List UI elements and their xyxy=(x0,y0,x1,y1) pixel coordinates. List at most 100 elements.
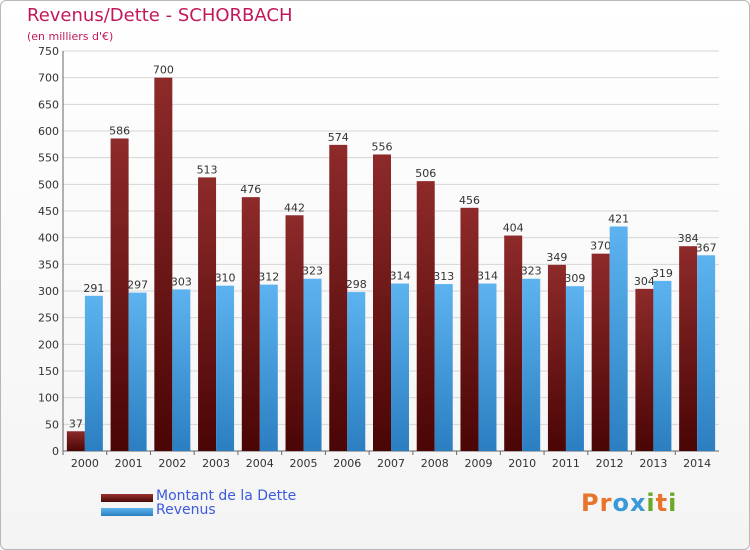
data-label-revenus: 421 xyxy=(608,212,629,225)
y-tick-label: 350 xyxy=(38,258,59,271)
legend-swatch-revenus xyxy=(101,508,153,516)
data-label-dette: 506 xyxy=(415,167,436,180)
y-tick-label: 700 xyxy=(38,72,59,85)
y-tick-label: 600 xyxy=(38,125,59,138)
bar-revenus xyxy=(84,295,103,451)
data-label-dette: 513 xyxy=(197,163,218,176)
bar-dette xyxy=(285,215,304,451)
y-tick-label: 150 xyxy=(38,365,59,378)
data-label-dette: 442 xyxy=(284,201,305,214)
data-label-revenus: 298 xyxy=(346,278,367,291)
x-tick-label: 2000 xyxy=(71,457,99,470)
data-label-dette: 304 xyxy=(634,275,655,288)
y-tick-label: 400 xyxy=(38,232,59,245)
logo-letter: P xyxy=(581,489,600,517)
chart-subtitle: (en milliers d'€) xyxy=(27,30,114,43)
data-label-dette: 574 xyxy=(328,131,349,144)
y-tick-label: 750 xyxy=(38,45,59,58)
bar-dette xyxy=(241,197,260,451)
y-tick-label: 550 xyxy=(38,152,59,165)
bar-dette xyxy=(110,138,129,451)
x-tick-label: 2001 xyxy=(115,457,143,470)
chart-title: Revenus/Dette - SCHORBACH xyxy=(27,5,293,26)
legend-label-revenus: Revenus xyxy=(156,502,216,518)
y-tick-label: 50 xyxy=(45,418,59,431)
bar-dette xyxy=(504,235,523,451)
bar-revenus xyxy=(434,284,453,451)
data-label-revenus: 319 xyxy=(652,267,673,280)
logo-letter: t xyxy=(655,489,669,517)
legend-swatch-dette xyxy=(101,494,153,502)
x-tick-label: 2010 xyxy=(508,457,536,470)
data-label-revenus: 303 xyxy=(171,275,192,288)
data-label-revenus: 367 xyxy=(696,241,717,254)
data-label-revenus: 314 xyxy=(477,270,498,283)
y-tick-label: 500 xyxy=(38,178,59,191)
x-tick-label: 2009 xyxy=(464,457,492,470)
data-label-revenus: 323 xyxy=(521,265,542,278)
logo-letter: i xyxy=(646,489,656,517)
data-label-revenus: 309 xyxy=(564,272,585,285)
data-label-revenus: 312 xyxy=(258,271,279,284)
data-label-dette: 456 xyxy=(459,194,480,207)
bar-dette xyxy=(154,77,173,452)
bar-revenus xyxy=(347,292,366,451)
data-label-revenus: 323 xyxy=(302,265,323,278)
bar-dette xyxy=(198,177,217,451)
x-tick-label: 2005 xyxy=(290,457,318,470)
data-label-dette: 476 xyxy=(240,183,261,196)
x-tick-label: 2013 xyxy=(639,457,667,470)
y-tick-label: 100 xyxy=(38,392,59,405)
data-label-revenus: 310 xyxy=(215,272,236,285)
bar-revenus xyxy=(478,283,497,451)
x-tick-label: 2004 xyxy=(246,457,274,470)
bar-dette xyxy=(591,253,610,451)
data-label-dette: 556 xyxy=(372,140,393,153)
data-label-revenus: 314 xyxy=(390,270,411,283)
data-label-dette: 404 xyxy=(503,222,524,235)
data-label-revenus: 297 xyxy=(127,279,148,292)
data-label-dette: 700 xyxy=(153,64,174,77)
x-tick-label: 2003 xyxy=(202,457,230,470)
data-label-revenus: 291 xyxy=(83,282,104,295)
bar-revenus xyxy=(303,278,322,451)
bar-revenus xyxy=(609,226,628,451)
logo-letter: o xyxy=(612,489,630,517)
data-label-dette: 384 xyxy=(678,232,699,245)
bar-dette xyxy=(547,264,566,451)
bar-dette xyxy=(635,288,654,451)
data-label-dette: 586 xyxy=(109,124,130,137)
bar-revenus xyxy=(128,292,147,451)
y-tick-label: 0 xyxy=(52,445,59,458)
y-tick-label: 650 xyxy=(38,98,59,111)
x-tick-label: 2007 xyxy=(377,457,405,470)
bar-revenus xyxy=(172,289,191,451)
x-tick-label: 2014 xyxy=(683,457,711,470)
x-tick-label: 2012 xyxy=(596,457,624,470)
y-tick-label: 250 xyxy=(38,312,59,325)
x-tick-label: 2008 xyxy=(421,457,449,470)
x-tick-label: 2006 xyxy=(333,457,361,470)
data-label-dette: 349 xyxy=(546,251,567,264)
bar-dette xyxy=(373,154,391,451)
bar-revenus xyxy=(259,284,278,451)
y-tick-label: 200 xyxy=(38,338,59,351)
bar-dette xyxy=(460,207,479,451)
bar-dette xyxy=(416,181,435,451)
bar-revenus xyxy=(653,280,672,451)
x-tick-label: 2011 xyxy=(552,457,580,470)
y-tick-label: 300 xyxy=(38,285,59,298)
bar-dette xyxy=(66,431,85,451)
bar-dette xyxy=(329,144,348,451)
legend-label-dette: Montant de la Dette xyxy=(156,488,297,504)
y-tick-label: 450 xyxy=(38,205,59,218)
bar-revenus xyxy=(391,283,409,451)
bar-revenus xyxy=(697,255,716,451)
bar-revenus xyxy=(522,278,541,451)
bar-revenus xyxy=(216,285,235,451)
bar-revenus xyxy=(565,286,584,451)
logo-letter: r xyxy=(599,489,613,517)
logo-letter: x xyxy=(629,489,647,517)
